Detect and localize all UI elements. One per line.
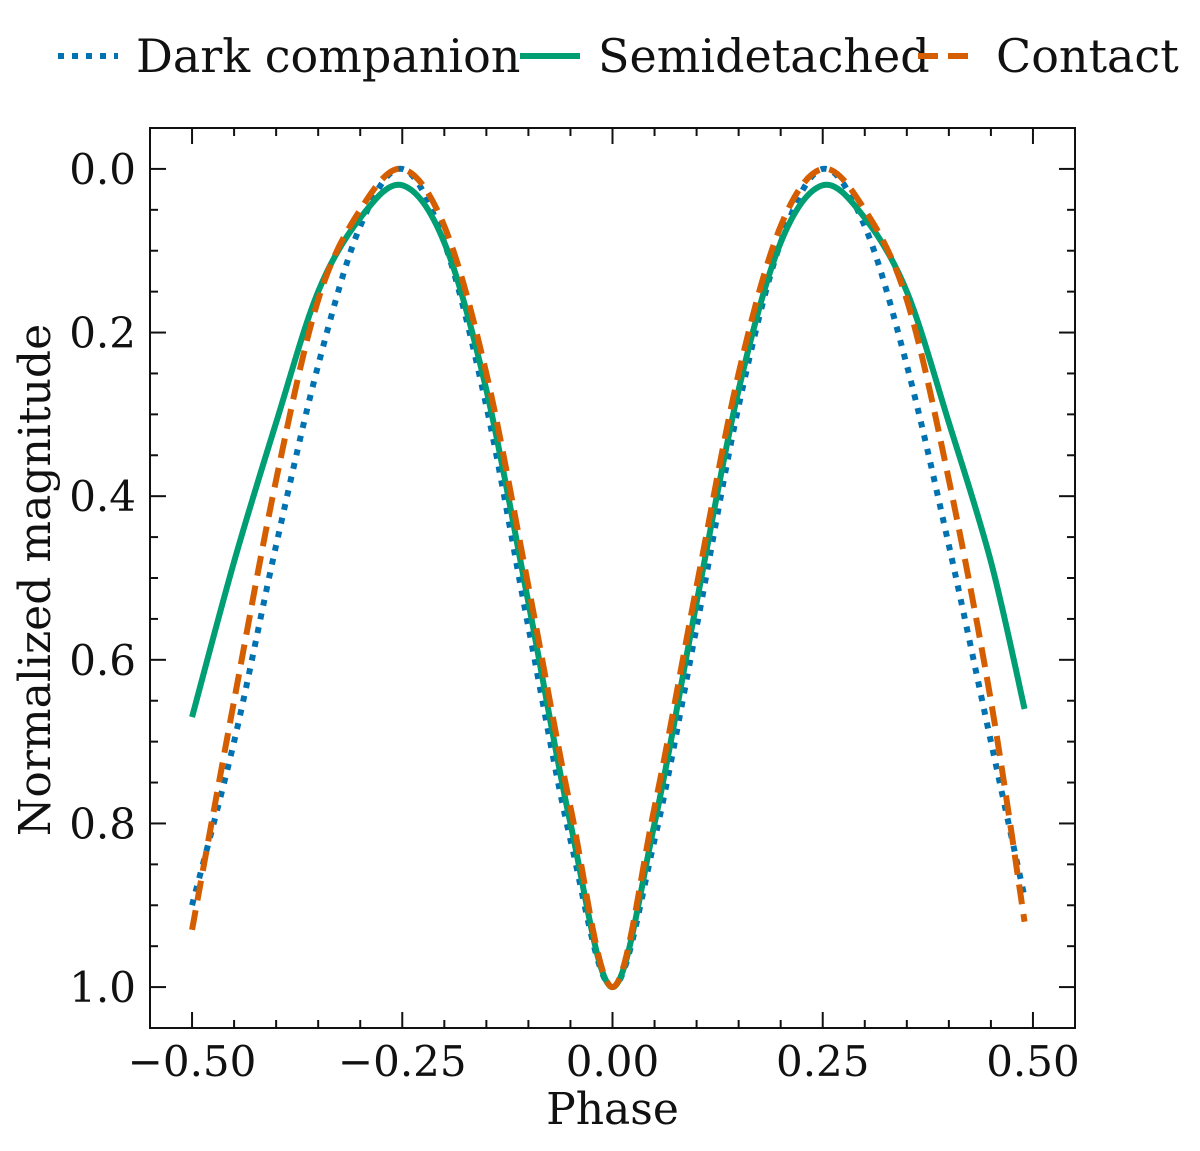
x-tick-label: 0.00 [566,1037,660,1086]
series-line-contact [189,165,1028,991]
y-tick-label: 0.4 [69,472,136,521]
legend-label-contact: Contact [996,29,1179,83]
y-tick-label: 0.6 [69,636,136,685]
x-axis-label: Phase [546,1084,679,1135]
legend-label-dark-companion: Dark companion [136,29,520,83]
series-lines [189,165,1028,991]
y-tick-label: 1.0 [69,963,136,1012]
x-tick-label: −0.50 [128,1037,257,1086]
x-tick-label: −0.25 [338,1037,467,1086]
y-tick-label: 0.0 [69,145,136,194]
axis-ticks [149,127,1076,1029]
x-tick-label: 0.50 [986,1037,1080,1086]
x-tick-label: 0.25 [776,1037,870,1086]
tick-labels: −0.50 −0.25 0.00 0.25 0.50 0.0 0.2 0.4 0.6 0.8 1.0 [69,145,1080,1086]
plot-frame [149,127,1076,1029]
y-tick-label: 0.8 [69,799,136,848]
legend-label-semidetached: Semidetached [598,29,930,83]
y-axis-label: Normalized magnitude [10,324,61,836]
legend: Dark companion Semidetached Contact [58,29,1179,83]
y-tick-label: 0.2 [69,309,136,358]
